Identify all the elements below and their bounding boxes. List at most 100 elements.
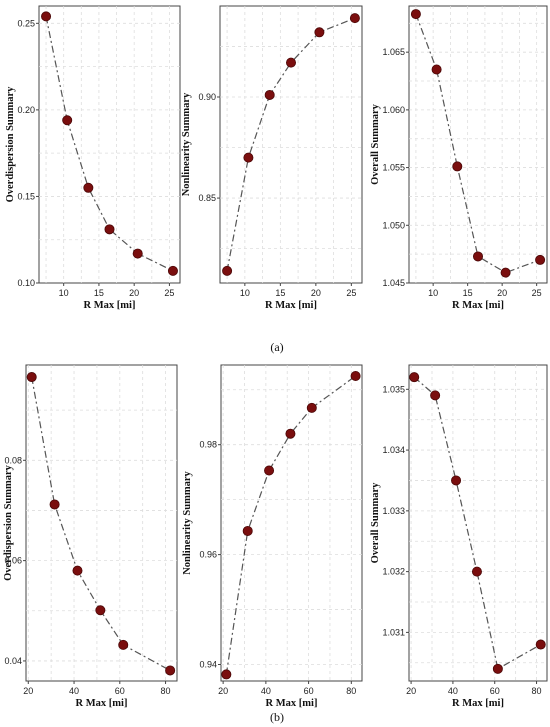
data-point bbox=[165, 665, 176, 676]
data-point bbox=[83, 182, 94, 193]
x-axis-label: R Max [mi] bbox=[76, 698, 128, 709]
plot-area-frame bbox=[408, 5, 548, 284]
data-point bbox=[350, 370, 361, 381]
y-tick-label: 1.055 bbox=[382, 163, 405, 173]
y-tick-label: 1.033 bbox=[382, 506, 405, 516]
y-tick-label: 0.96 bbox=[199, 550, 217, 560]
y-tick-label: 0.04 bbox=[4, 656, 22, 666]
data-point bbox=[167, 265, 178, 276]
x-tick-label: 80 bbox=[161, 686, 171, 696]
x-tick-label: 20 bbox=[311, 288, 321, 298]
data-point bbox=[104, 224, 115, 235]
data-point bbox=[62, 115, 73, 126]
x-tick-label: 60 bbox=[304, 686, 314, 696]
data-point bbox=[452, 161, 463, 172]
y-tick-label: 0.08 bbox=[4, 455, 22, 465]
y-axis-label: Overdispersion Summary bbox=[5, 86, 16, 203]
y-axis-label: Overall Summary bbox=[370, 482, 381, 564]
data-point bbox=[430, 390, 441, 401]
y-tick-label: 1.035 bbox=[382, 384, 405, 394]
x-tick-label: 10 bbox=[240, 288, 250, 298]
data-point bbox=[41, 11, 52, 22]
x-axis-label: R Max [mi] bbox=[452, 300, 504, 311]
x-tick-label: 80 bbox=[346, 686, 356, 696]
y-tick-label: 1.045 bbox=[382, 278, 405, 288]
data-point bbox=[264, 465, 275, 476]
y-tick-label: 1.034 bbox=[382, 445, 405, 455]
x-tick-label: 60 bbox=[115, 686, 125, 696]
series-line bbox=[225, 375, 356, 675]
data-point bbox=[535, 254, 546, 265]
data-point bbox=[472, 251, 483, 262]
x-axis-label: R Max [mi] bbox=[452, 698, 504, 709]
data-point bbox=[264, 89, 275, 100]
series-line bbox=[413, 376, 542, 670]
y-tick-label: 0.90 bbox=[198, 92, 216, 102]
data-point bbox=[118, 639, 129, 650]
series-line bbox=[415, 13, 541, 274]
x-tick-label: 15 bbox=[275, 288, 285, 298]
y-axis-label: Nonlinearity Summary bbox=[181, 92, 192, 196]
y-axis-label: Nonlinearity Summary bbox=[182, 470, 193, 574]
x-tick-label: 40 bbox=[261, 686, 271, 696]
data-point bbox=[132, 248, 143, 259]
x-tick-label: 10 bbox=[59, 288, 69, 298]
x-tick-label: 40 bbox=[448, 686, 458, 696]
x-tick-label: 25 bbox=[346, 288, 356, 298]
y-tick-label: 0.98 bbox=[199, 440, 217, 450]
x-axis-label: R Max [mi] bbox=[84, 300, 136, 311]
data-point bbox=[72, 565, 83, 576]
data-point bbox=[221, 669, 232, 680]
series-line bbox=[226, 17, 356, 271]
x-tick-label: 10 bbox=[428, 288, 438, 298]
y-tick-label: 0.20 bbox=[17, 105, 35, 115]
data-point bbox=[500, 267, 511, 278]
chart-panel-5: 20 40 60 80 0.94 0.96 0.98 R Max [mi] Nonlineari… bbox=[182, 364, 363, 709]
data-point bbox=[492, 663, 503, 674]
chart-panel-3: 10 15 20 25 1.045 1.050 1.055 1.060 1.065 R Max [… bbox=[370, 5, 548, 311]
data-point bbox=[409, 372, 420, 383]
y-tick-label: 0.94 bbox=[199, 660, 217, 670]
y-tick-label: 0.15 bbox=[17, 191, 35, 201]
x-tick-label: 20 bbox=[129, 288, 139, 298]
data-point bbox=[471, 566, 482, 577]
y-tick-label: 0.06 bbox=[4, 556, 22, 566]
x-tick-label: 20 bbox=[23, 686, 33, 696]
plot-area-frame bbox=[25, 364, 178, 682]
x-tick-label: 40 bbox=[69, 686, 79, 696]
panel-label-b: (b) bbox=[270, 710, 284, 724]
data-point bbox=[431, 64, 442, 75]
chart-panel-2: 10 15 20 25 0.85 0.90 R Max [mi] Nonlinearity S… bbox=[181, 5, 363, 311]
plot-area-frame bbox=[408, 364, 548, 682]
y-tick-label: 0.25 bbox=[17, 18, 35, 28]
x-axis-label: R Max [mi] bbox=[265, 300, 317, 311]
data-point bbox=[535, 639, 546, 650]
panel-label-a: (a) bbox=[270, 340, 283, 354]
y-tick-label: 0.85 bbox=[198, 193, 216, 203]
data-point bbox=[49, 499, 60, 510]
y-tick-label: 1.065 bbox=[382, 47, 405, 57]
data-point bbox=[95, 605, 106, 616]
data-point bbox=[349, 13, 360, 24]
data-point bbox=[314, 27, 325, 38]
y-tick-label: 1.050 bbox=[382, 220, 405, 230]
chart-panel-1: 10 15 20 25 0.10 0.15 0.20 0.25 R Max [mi] Overdi… bbox=[5, 5, 181, 311]
y-tick-label: 1.031 bbox=[382, 627, 405, 637]
x-tick-label: 20 bbox=[497, 288, 507, 298]
chart-panel-4: 20 40 60 80 0.04 0.06 0.08 R Max [mi] Overdisper… bbox=[3, 364, 178, 709]
y-tick-label: 1.032 bbox=[382, 567, 405, 577]
plot-area-frame bbox=[220, 364, 363, 682]
y-tick-label: 1.060 bbox=[382, 105, 405, 115]
x-tick-label: 25 bbox=[532, 288, 542, 298]
plot-area-frame bbox=[219, 5, 363, 284]
data-point bbox=[285, 57, 296, 68]
data-point bbox=[451, 475, 462, 486]
data-point bbox=[285, 428, 296, 439]
plot-area-frame bbox=[38, 5, 181, 284]
data-point bbox=[26, 372, 37, 383]
y-axis-label: Overall Summary bbox=[370, 103, 381, 185]
x-axis-label: R Max [mi] bbox=[266, 698, 318, 709]
chart-panel-6: 20 40 60 80 1.031 1.032 1.033 1.034 1.035 R Max [… bbox=[370, 364, 548, 709]
series-line bbox=[31, 376, 171, 671]
